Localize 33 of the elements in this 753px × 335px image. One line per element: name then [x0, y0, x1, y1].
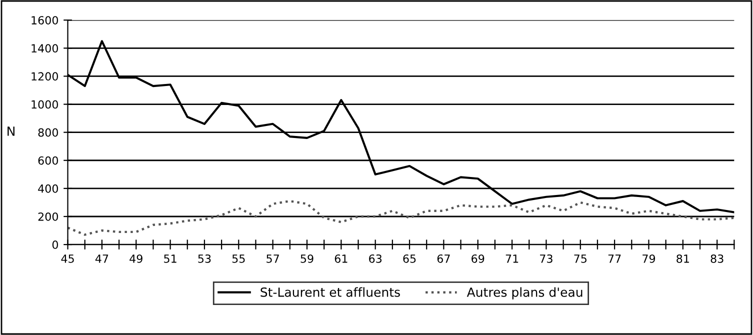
x-tick-label: 57	[266, 254, 279, 263]
x-tick-label: 73	[540, 254, 552, 263]
x-tick-label: 67	[437, 254, 450, 263]
legend-label: St-Laurent et affluents	[260, 287, 400, 297]
y-tick-label: 600	[38, 156, 58, 165]
y-tick-label: 1400	[32, 44, 58, 53]
x-tick-label: 65	[403, 254, 416, 263]
line-series	[68, 200, 734, 236]
y-tick-label: 1000	[32, 100, 58, 109]
y-tick-label: 0	[52, 240, 58, 249]
y-tick-label: 800	[38, 128, 58, 137]
x-tick-label: 69	[472, 254, 484, 263]
x-tick-label: 81	[676, 254, 689, 263]
x-tick-label: 83	[710, 254, 724, 263]
x-tick-label: 45	[61, 254, 74, 263]
y-axis-title: N	[8, 126, 14, 136]
legend-label: Autres plans d'eau	[466, 287, 582, 300]
y-tick-label: 200	[38, 212, 58, 221]
x-tick-label: 77	[608, 254, 621, 263]
x-tick-label: 75	[574, 254, 586, 263]
x-tick-label: 47	[95, 254, 108, 263]
x-tick-label: 71	[506, 254, 518, 263]
x-tick-label: 59	[300, 254, 314, 263]
y-tick-label: 1200	[32, 72, 58, 81]
x-tick-label: 61	[334, 254, 348, 263]
x-tick-label: 51	[164, 254, 176, 263]
x-tick-label: 79	[642, 254, 656, 263]
x-tick-label: 49	[130, 254, 142, 263]
y-tick-label: 1600	[32, 16, 58, 24]
x-tick-label: 53	[198, 254, 211, 263]
y-tick-label: 400	[38, 184, 58, 193]
x-tick-label: 63	[369, 254, 382, 263]
x-tick-label: 55	[232, 254, 245, 263]
